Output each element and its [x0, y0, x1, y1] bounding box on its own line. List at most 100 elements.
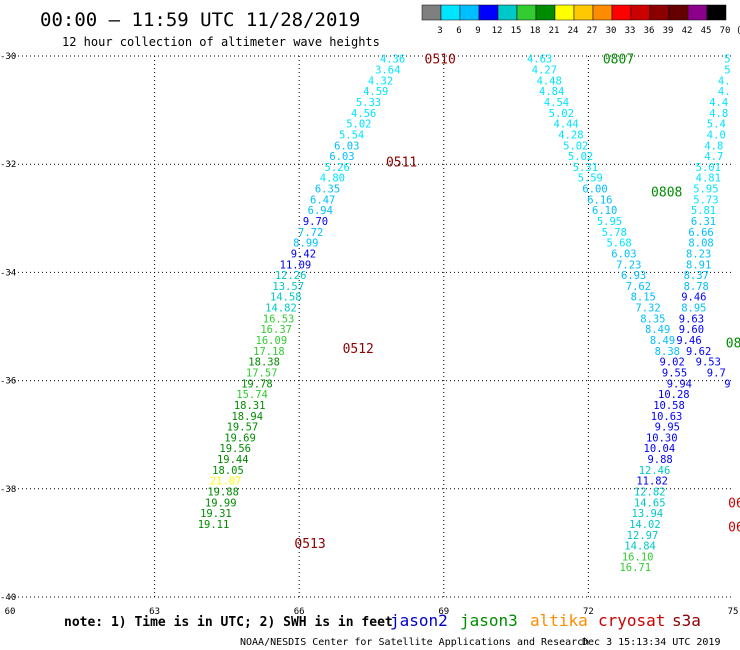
swh-value: 5.95 [693, 184, 718, 196]
swh-value: 8.35 [640, 313, 665, 325]
swh-value: 14.65 [634, 497, 666, 509]
colorbar-value: 6 [456, 26, 461, 36]
satellite-legend-jason2: jason2 [390, 611, 448, 630]
colorbar-swatch [440, 4, 461, 21]
swh-value: 21.07 [210, 476, 242, 488]
swh-value: 6.03 [334, 140, 359, 152]
satellite-legend-altika: altika [530, 611, 588, 630]
swh-value: 19.56 [219, 443, 251, 455]
swh-value: 5.33 [356, 97, 381, 109]
swh-value: 6.94 [308, 205, 333, 217]
swh-value: 9.46 [676, 335, 701, 347]
swh-value: 8.49 [645, 324, 670, 336]
swh-value: 4.80 [320, 173, 345, 185]
colorbar-swatch [516, 4, 537, 21]
colorbar-value: 70 [720, 26, 731, 36]
swh-value: 19.44 [217, 454, 249, 466]
swh-value: 11.82 [636, 476, 668, 488]
swh-value: 5.54 [339, 129, 364, 141]
colorbar-swatch [649, 4, 670, 21]
colorbar-value: 12 [492, 26, 503, 36]
swh-value: 4. [718, 86, 731, 98]
swh-value: 12.82 [634, 487, 666, 499]
swh-value: 9.63 [679, 313, 704, 325]
colorbar-value: 9 [475, 26, 480, 36]
swh-value: 6.03 [329, 151, 354, 163]
swh-value: 5.78 [602, 227, 627, 239]
swh-value: 9.53 [696, 357, 721, 369]
swh-value: 12.46 [639, 465, 671, 477]
colorbar-swatch [630, 4, 651, 21]
swh-value: 9.60 [679, 324, 704, 336]
colorbar-value: 18 [530, 26, 541, 36]
footer-note: note: 1) Time is in UTC; 2) SWH is in fe… [64, 615, 393, 630]
swh-value: 16.53 [263, 313, 295, 325]
time-labels: 05100511051205130807080808062062 [294, 53, 740, 552]
swh-value: 18.05 [212, 465, 244, 477]
y-tick-label: -36 [0, 377, 16, 387]
colorbar-swatch [706, 4, 727, 21]
colorbar-swatch [554, 4, 575, 21]
swh-value: 4.7 [704, 151, 723, 163]
swh-value: 4.48 [537, 75, 562, 87]
swh-value: 4.54 [544, 97, 569, 109]
swh-value: 14.58 [270, 292, 302, 304]
swh-value: 5.59 [578, 173, 603, 185]
swh-value: 5.68 [606, 238, 631, 250]
swh-value: 18.38 [248, 357, 280, 369]
chart-title: 00:00 – 11:59 UTC 11/28/2019 [40, 9, 360, 31]
swh-value: 4.8 [709, 108, 728, 120]
swh-value: 12.97 [627, 530, 659, 542]
swh-value: 19.31 [200, 508, 232, 520]
swh-value: 9 [724, 378, 730, 390]
pass-time-label: 08 [726, 337, 740, 352]
swh-value: 10.30 [646, 432, 678, 444]
swh-value: 19.99 [205, 497, 237, 509]
swh-value: 6.31 [691, 216, 716, 228]
y-tick-label: -30 [0, 52, 16, 62]
swh-value: 9.7 [707, 367, 726, 379]
swh-value: 19.69 [224, 432, 256, 444]
swh-value: 4.28 [558, 129, 583, 141]
swh-value: 4.32 [368, 75, 393, 87]
pass-time-label: 0808 [651, 185, 682, 200]
colorbar-swatch [478, 4, 499, 21]
satellite-legend-jason3: jason3 [460, 611, 518, 630]
swh-value: 10.58 [653, 400, 685, 412]
swh-value: 4.8 [704, 140, 723, 152]
swh-value: 5.02 [563, 140, 588, 152]
swh-value: 7.72 [298, 227, 323, 239]
swh-value: 5.02 [549, 108, 574, 120]
swh-value: 4.0 [707, 129, 726, 141]
swh-value: 10.63 [651, 411, 683, 423]
swh-value: 5 [724, 54, 730, 66]
swh-value: 18.31 [234, 400, 266, 412]
pass-time-label: 0510 [425, 53, 456, 68]
data-points: 4.363.644.324.595.334.565.025.546.036.03… [198, 54, 731, 575]
swh-value: 7.23 [616, 259, 641, 271]
swh-value: 10.04 [644, 443, 676, 455]
swh-value: 19.88 [207, 487, 239, 499]
x-tick-label: 75 [728, 607, 739, 617]
swh-value: 6.03 [611, 248, 636, 260]
axis-ticks: 60 63 66 69 72 75 -30 -32 -34 -36 -38 -40 [0, 52, 738, 617]
swh-value: 18.94 [231, 411, 263, 423]
pass-time-label: 0807 [603, 53, 634, 68]
swh-value: 11.09 [280, 259, 312, 271]
swh-value: 10.28 [658, 389, 690, 401]
colorbar-value: 21 [549, 26, 560, 36]
colorbar-value: 45 [701, 26, 712, 36]
swh-value: 5 [724, 65, 730, 77]
pass-time-label: 062 [728, 521, 740, 536]
swh-value: 7.32 [635, 303, 660, 315]
swh-value: 4.84 [539, 86, 564, 98]
footer-credit: NOAA/NESDIS Center for Satellite Applica… [240, 637, 589, 648]
swh-value: 4.27 [532, 65, 557, 77]
swh-value: 8.15 [631, 292, 656, 304]
satellite-legend-cryosat: cryosat [598, 611, 665, 630]
colorbar-swatch [573, 4, 594, 21]
colorbar-swatch [592, 4, 613, 21]
swh-value: 4.81 [696, 173, 721, 185]
grid-lines [10, 55, 733, 598]
